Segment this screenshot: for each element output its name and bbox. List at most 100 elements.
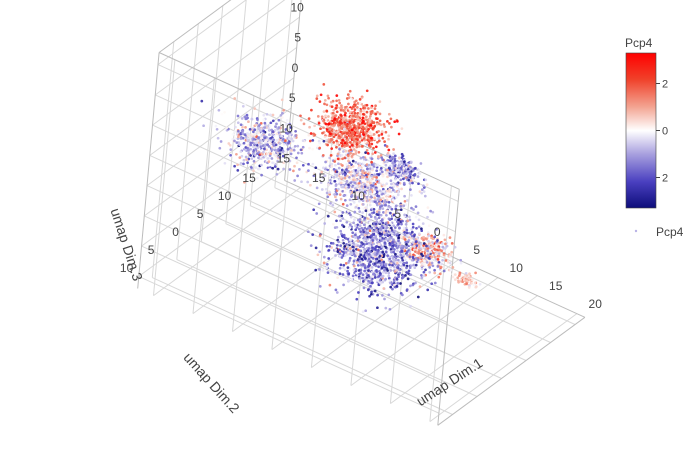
data-point bbox=[374, 145, 378, 149]
data-point bbox=[366, 235, 369, 239]
data-point bbox=[345, 136, 349, 139]
data-point bbox=[322, 255, 326, 259]
data-point bbox=[357, 108, 361, 112]
data-point bbox=[414, 205, 418, 208]
data-point bbox=[324, 118, 328, 121]
data-point bbox=[427, 256, 431, 260]
data-point bbox=[403, 199, 407, 203]
data-point bbox=[340, 170, 344, 174]
data-point bbox=[405, 261, 409, 265]
data-point bbox=[370, 279, 373, 282]
data-point bbox=[414, 256, 418, 260]
data-point bbox=[291, 139, 295, 143]
data-point bbox=[336, 157, 340, 161]
data-point bbox=[263, 136, 267, 140]
data-point bbox=[253, 132, 257, 136]
data-point bbox=[361, 310, 365, 314]
data-point bbox=[274, 157, 278, 161]
data-point bbox=[341, 189, 345, 193]
data-point bbox=[370, 281, 374, 285]
data-point bbox=[268, 133, 271, 137]
data-point bbox=[381, 207, 385, 210]
data-point bbox=[422, 270, 426, 274]
data-point bbox=[369, 199, 373, 203]
data-point bbox=[242, 158, 246, 162]
data-point bbox=[356, 175, 360, 179]
data-point bbox=[281, 111, 284, 115]
data-point bbox=[335, 170, 339, 174]
y-tick-label: 10 bbox=[120, 261, 134, 275]
data-point bbox=[451, 266, 455, 269]
data-point bbox=[266, 157, 270, 160]
data-point bbox=[352, 259, 356, 263]
axis-panes bbox=[137, 0, 585, 426]
data-point bbox=[401, 154, 405, 158]
legend[interactable]: Pcp4 bbox=[634, 225, 684, 239]
y-tick-label: 10 bbox=[218, 189, 232, 203]
data-point bbox=[343, 173, 347, 177]
data-point bbox=[362, 133, 366, 136]
data-point bbox=[233, 164, 236, 168]
data-point bbox=[407, 178, 411, 182]
data-point bbox=[248, 127, 252, 131]
data-point bbox=[342, 283, 345, 287]
data-point bbox=[339, 176, 343, 179]
data-point bbox=[373, 255, 377, 259]
colorbar-tick-label: 0 bbox=[662, 126, 668, 138]
data-point bbox=[335, 225, 339, 229]
data-point bbox=[396, 282, 400, 285]
data-point bbox=[270, 157, 274, 160]
data-point bbox=[414, 247, 418, 251]
data-point bbox=[351, 198, 354, 202]
data-point bbox=[301, 139, 305, 143]
data-point bbox=[434, 257, 438, 261]
data-point bbox=[326, 125, 329, 129]
data-point bbox=[409, 161, 413, 165]
data-point bbox=[368, 244, 372, 247]
data-point bbox=[314, 268, 318, 272]
data-point bbox=[355, 137, 358, 141]
data-point bbox=[220, 112, 224, 116]
data-point bbox=[431, 210, 435, 214]
data-point bbox=[337, 240, 340, 244]
data-point bbox=[275, 132, 279, 136]
data-point bbox=[363, 216, 367, 220]
data-point bbox=[284, 128, 288, 131]
data-point bbox=[288, 130, 292, 134]
data-point bbox=[369, 195, 373, 199]
data-point bbox=[339, 133, 343, 137]
data-point bbox=[357, 227, 361, 231]
data-point bbox=[356, 253, 359, 257]
data-point bbox=[271, 161, 274, 165]
data-point bbox=[266, 152, 269, 156]
x-tick-label: 15 bbox=[312, 171, 326, 185]
data-point bbox=[215, 127, 219, 131]
data-point bbox=[352, 190, 356, 194]
data-point bbox=[390, 232, 394, 236]
data-point bbox=[370, 290, 373, 294]
data-point bbox=[356, 236, 360, 240]
data-point bbox=[342, 132, 346, 135]
data-point bbox=[315, 97, 319, 100]
data-point bbox=[236, 121, 240, 125]
data-point bbox=[371, 272, 375, 276]
data-point bbox=[354, 228, 358, 232]
data-point bbox=[416, 175, 420, 178]
data-point bbox=[334, 195, 337, 199]
data-point bbox=[380, 263, 384, 267]
colorbar[interactable]: Pcp4 2 0 2 bbox=[625, 36, 668, 209]
data-point bbox=[323, 222, 327, 225]
data-point bbox=[341, 238, 345, 242]
data-point bbox=[431, 264, 435, 268]
data-point bbox=[396, 168, 399, 172]
data-point bbox=[363, 269, 366, 273]
colorbar-tick-label: 2 bbox=[662, 79, 668, 91]
data-point bbox=[384, 211, 387, 215]
data-point bbox=[373, 137, 377, 141]
data-point bbox=[413, 245, 416, 249]
data-point bbox=[372, 211, 376, 214]
data-point bbox=[288, 168, 292, 171]
data-point bbox=[370, 266, 374, 269]
data-point bbox=[342, 241, 346, 245]
